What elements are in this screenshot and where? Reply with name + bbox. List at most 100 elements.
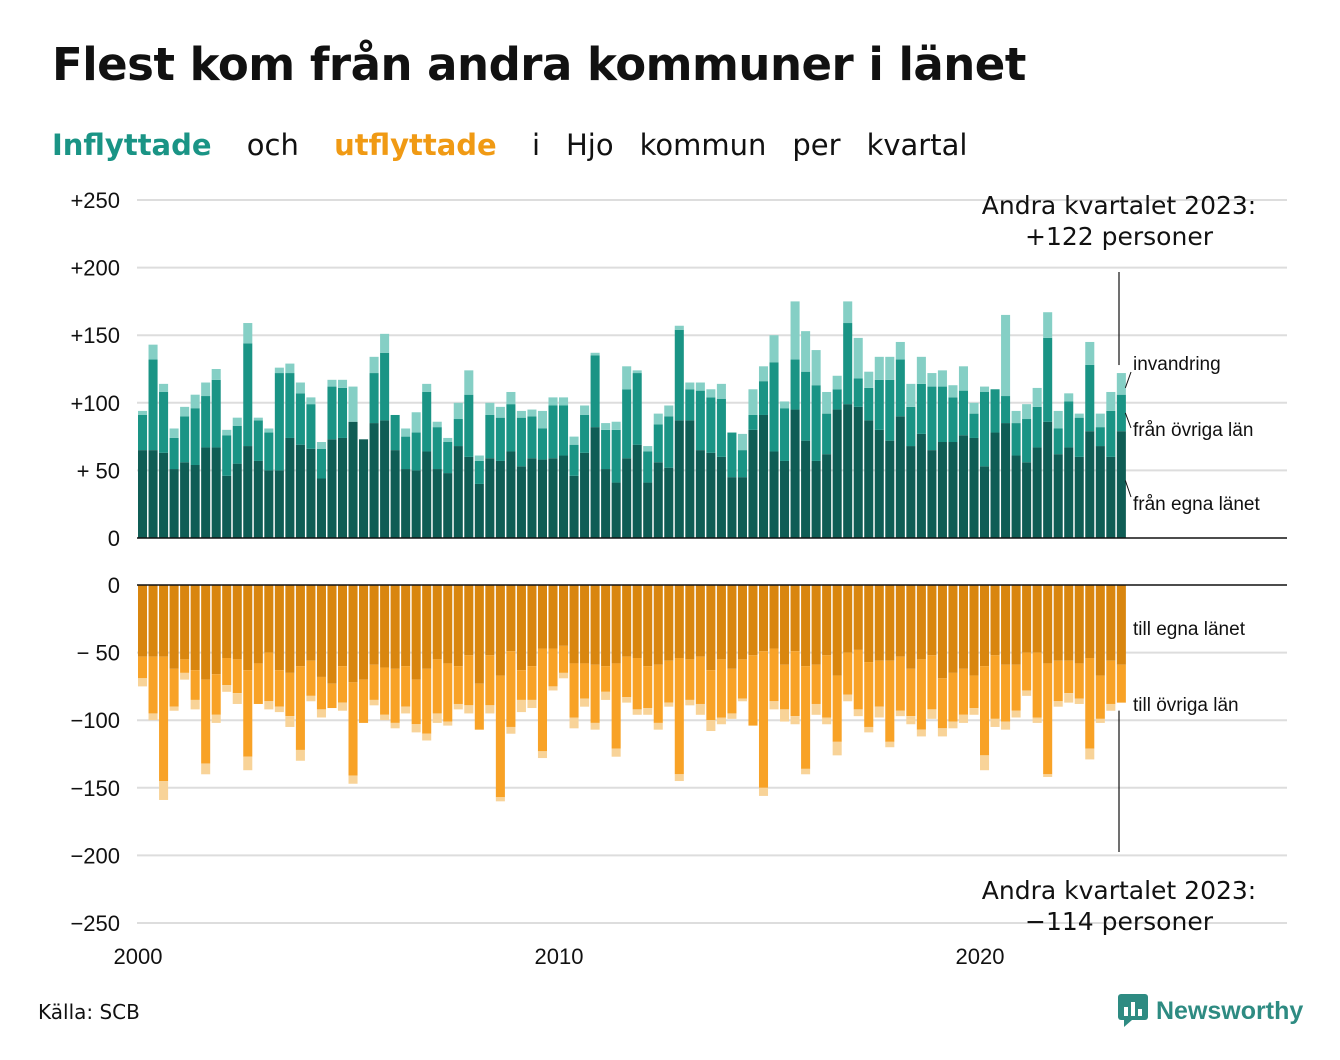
bar-in-1 <box>527 416 537 459</box>
label-leader-ovriga <box>1124 412 1132 429</box>
bar-out-0 <box>222 585 232 659</box>
bar-in-2 <box>706 389 716 398</box>
bar-in-2 <box>1116 373 1126 395</box>
bar-out-0 <box>422 585 432 669</box>
bar-in-0 <box>1053 454 1063 538</box>
bar-in-2 <box>211 369 221 380</box>
bar-in-2 <box>180 406 190 417</box>
bar-in-2 <box>601 423 611 430</box>
bar-out-0 <box>737 585 747 660</box>
bar-out-2 <box>537 751 547 759</box>
bar-in-1 <box>790 359 800 410</box>
bar-in-2 <box>380 333 390 353</box>
bar-in-2 <box>1022 404 1032 420</box>
bar-in-0 <box>811 460 821 538</box>
bar-in-0 <box>359 439 369 538</box>
bar-in-2 <box>1043 312 1053 338</box>
bar-in-2 <box>622 366 632 390</box>
bar-in-1 <box>369 373 379 424</box>
bar-out-1 <box>443 663 453 722</box>
bar-out-0 <box>274 585 284 671</box>
bar-in-1 <box>159 391 169 453</box>
bar-out-2 <box>758 787 769 796</box>
bar-out-0 <box>1064 585 1074 661</box>
bar-in-0 <box>1095 446 1105 538</box>
bar-in-2 <box>401 428 411 437</box>
bar-out-0 <box>906 585 916 669</box>
bar-out-0 <box>927 585 937 656</box>
bar-out-2 <box>159 781 169 800</box>
bar-out-1 <box>548 648 558 687</box>
bar-out-0 <box>1116 585 1126 665</box>
subtitle-och: och <box>246 128 299 162</box>
bar-out-0 <box>874 585 884 661</box>
bar-in-0 <box>316 478 326 538</box>
bar-out-0 <box>822 585 832 656</box>
bar-in-1 <box>601 429 611 470</box>
bar-out-1 <box>1011 664 1021 711</box>
bar-in-1 <box>780 408 790 461</box>
bar-out-1 <box>380 667 390 715</box>
bar-in-0 <box>590 427 600 538</box>
bar-out-2 <box>601 691 611 700</box>
subtitle-word: per <box>792 128 841 162</box>
bar-in-2 <box>895 341 905 360</box>
bar-out-0 <box>895 585 905 657</box>
bar-out-0 <box>969 585 979 676</box>
bar-out-1 <box>1064 660 1074 694</box>
bar-in-2 <box>885 356 895 380</box>
bar-out-1 <box>1095 675 1105 719</box>
bar-in-1 <box>337 387 348 438</box>
bar-out-2 <box>432 713 442 723</box>
bar-out-1 <box>1106 660 1116 704</box>
bar-out-2 <box>958 714 968 723</box>
y-tick-label: −150 <box>70 776 120 801</box>
bar-in-1 <box>1116 394 1126 432</box>
bar-out-0 <box>138 585 148 657</box>
y-tick-label: 0 <box>108 526 120 551</box>
bar-out-0 <box>674 585 684 659</box>
bar-in-1 <box>874 379 884 430</box>
bar-out-2 <box>590 722 600 730</box>
bar-out-1 <box>537 648 547 752</box>
bar-in-2 <box>316 442 326 449</box>
bar-out-1 <box>643 666 653 709</box>
bar-out-1 <box>495 675 505 798</box>
bar-in-1 <box>801 371 811 441</box>
bar-out-1 <box>232 659 242 694</box>
bar-out-1 <box>422 668 432 734</box>
bar-in-0 <box>369 423 379 538</box>
bar-in-1 <box>232 425 242 464</box>
bar-in-2 <box>169 428 179 438</box>
annotation-bottom-2: −114 personer <box>1025 907 1214 936</box>
bar-in-0 <box>516 466 526 538</box>
bar-out-2 <box>232 693 242 704</box>
bar-out-2 <box>190 699 200 710</box>
bar-in-1 <box>674 329 684 421</box>
bar-in-2 <box>348 386 358 422</box>
bar-in-2 <box>485 402 495 415</box>
bar-in-0 <box>843 404 853 538</box>
bar-in-1 <box>253 420 263 461</box>
bar-in-2 <box>643 446 653 452</box>
label-till-egna-lanet: till egna länet <box>1133 619 1246 640</box>
bar-out-1 <box>169 668 179 707</box>
bar-in-2 <box>201 382 211 397</box>
bar-in-0 <box>685 420 695 538</box>
bar-out-1 <box>527 666 537 700</box>
bar-in-2 <box>337 379 348 388</box>
bar-in-0 <box>611 482 621 538</box>
bar-out-0 <box>359 585 369 680</box>
bar-out-1 <box>632 658 642 710</box>
bar-out-0 <box>337 585 348 667</box>
bar-in-0 <box>769 451 779 538</box>
bar-in-0 <box>474 483 484 538</box>
bar-in-2 <box>1074 413 1084 418</box>
bar-out-1 <box>1074 663 1084 699</box>
bar-out-1 <box>801 666 811 769</box>
bar-in-0 <box>990 432 1000 538</box>
bar-in-2 <box>822 391 832 414</box>
bar-in-2 <box>138 410 148 415</box>
bar-out-0 <box>159 585 169 657</box>
bar-out-2 <box>1043 774 1053 777</box>
